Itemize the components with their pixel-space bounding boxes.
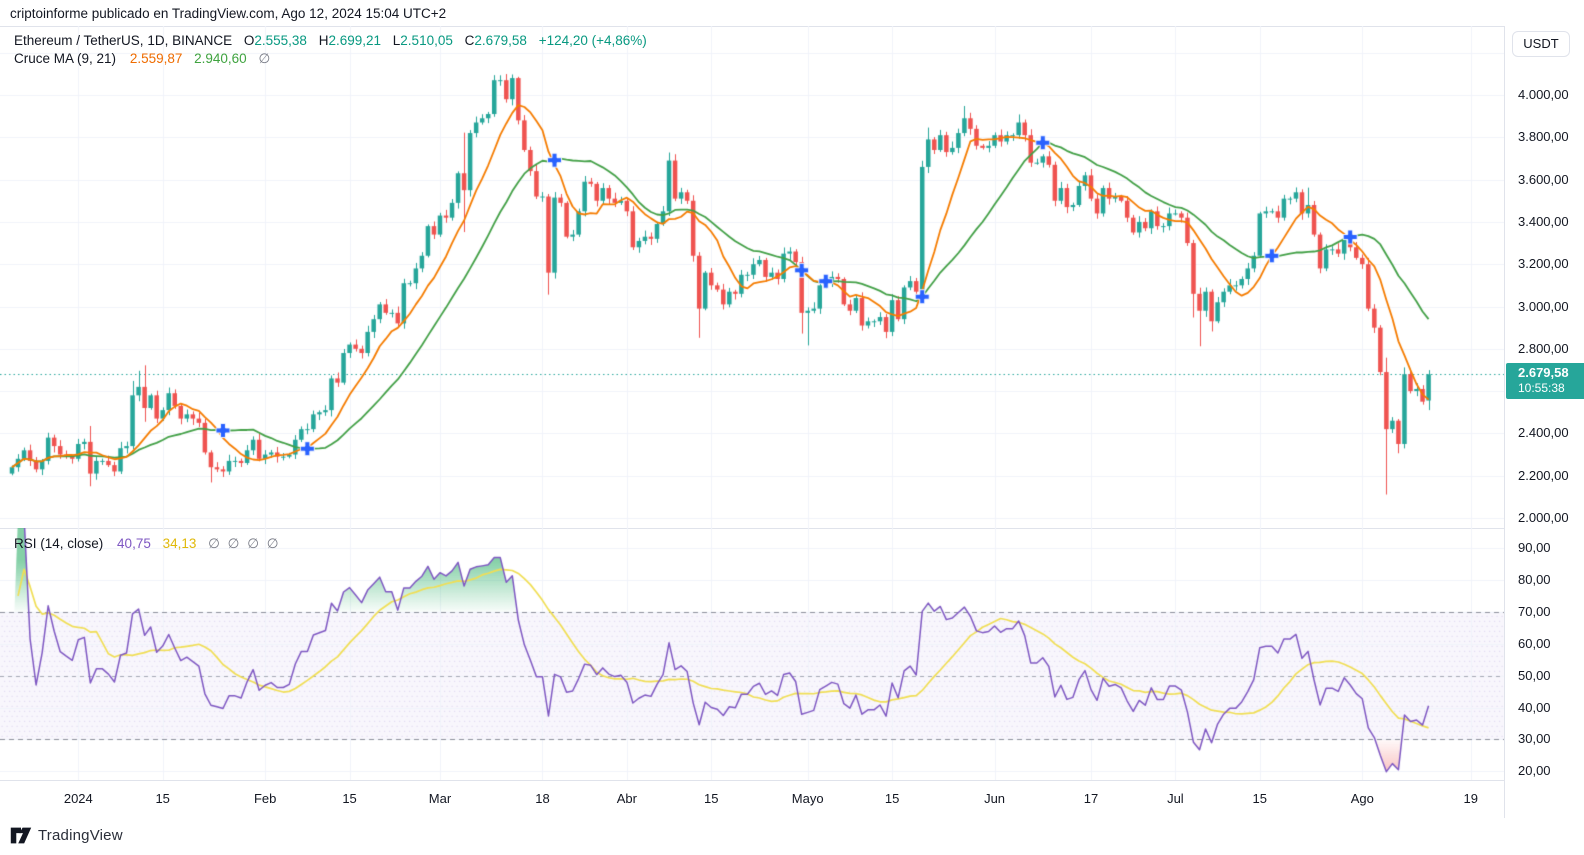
time-axis-tick: Jun bbox=[984, 791, 1006, 806]
time-axis-top-border bbox=[0, 780, 1584, 781]
price-axis-label: 2.000,00 bbox=[1518, 510, 1569, 525]
time-axis-tick: Jul bbox=[1167, 791, 1184, 806]
price-pane-canvas[interactable] bbox=[0, 26, 1504, 528]
tradingview-logo-icon bbox=[10, 827, 32, 844]
time-axis-tick: 15 bbox=[1252, 791, 1268, 806]
rsi-axis-label: 90,00 bbox=[1518, 540, 1551, 555]
tradingview-logo-text: TradingView bbox=[38, 827, 123, 844]
time-axis-tick: 15 bbox=[155, 791, 170, 806]
price-axis[interactable]: USDT 4.000,00 3.800,00 3.600,00 3.400,00 3.2… bbox=[1505, 26, 1584, 818]
rsi-axis-label: 20,00 bbox=[1518, 763, 1551, 779]
last-price-value: 2.679,58 bbox=[1518, 365, 1569, 381]
footer: TradingView bbox=[0, 818, 1584, 855]
time-axis-tick: Feb bbox=[253, 791, 277, 806]
time-axis-tick: 19 bbox=[1463, 791, 1478, 806]
time-axis-tick: 18 bbox=[535, 791, 550, 806]
currency-unit-button[interactable]: USDT bbox=[1512, 31, 1570, 57]
rsi-axis-label: 30,00 bbox=[1518, 731, 1551, 747]
price-axis-label: 2.400,00 bbox=[1518, 425, 1569, 441]
time-axis-tick: Ago bbox=[1350, 791, 1374, 806]
price-axis-separator bbox=[1504, 26, 1505, 818]
rsi-axis-label: 70,00 bbox=[1518, 603, 1551, 619]
time-axis-tick: Abr bbox=[616, 791, 637, 806]
time-axis-tick: 15 bbox=[342, 791, 357, 806]
rsi-axis-label: 80,00 bbox=[1518, 571, 1551, 587]
price-axis-label: 3.400,00 bbox=[1518, 213, 1569, 229]
time-axis-tick: 2024 bbox=[63, 791, 93, 806]
tradingview-logo[interactable]: TradingView bbox=[10, 826, 123, 845]
price-axis-label: 3.000,00 bbox=[1518, 298, 1569, 314]
rsi-axis-label: 40,00 bbox=[1518, 699, 1551, 715]
time-axis-tick: 15 bbox=[884, 791, 900, 806]
time-axis-tick: 17 bbox=[1083, 791, 1099, 806]
time-axis[interactable]: 2024 15 Feb 15 Mar 18 Abr 15 Mayo 15 Jun 17 Jul 15 Ago… bbox=[0, 781, 1504, 818]
time-axis-tick: Mayo bbox=[791, 791, 824, 806]
bar-countdown: 10:55:38 bbox=[1518, 381, 1565, 396]
caption-text: criptoinforme publicado en TradingView.c… bbox=[10, 6, 447, 21]
rsi-pane-canvas[interactable] bbox=[0, 528, 1504, 780]
last-price-tag: 2.679,58 10:55:38 bbox=[1506, 363, 1584, 400]
price-axis-label: 4.000,00 bbox=[1518, 87, 1569, 102]
rsi-axis-label: 50,00 bbox=[1518, 667, 1551, 683]
price-axis-label: 2.200,00 bbox=[1518, 467, 1569, 483]
price-axis-label: 2.800,00 bbox=[1518, 340, 1569, 356]
caption-bar: criptoinforme publicado en TradingView.c… bbox=[0, 0, 1584, 26]
time-axis-tick: Mar bbox=[428, 791, 452, 806]
rsi-axis-label: 60,00 bbox=[1518, 635, 1551, 651]
price-axis-label: 3.800,00 bbox=[1518, 129, 1569, 145]
time-axis-tick: 15 bbox=[704, 791, 719, 806]
price-axis-label: 3.200,00 bbox=[1518, 256, 1569, 272]
price-axis-label: 3.600,00 bbox=[1518, 171, 1569, 187]
